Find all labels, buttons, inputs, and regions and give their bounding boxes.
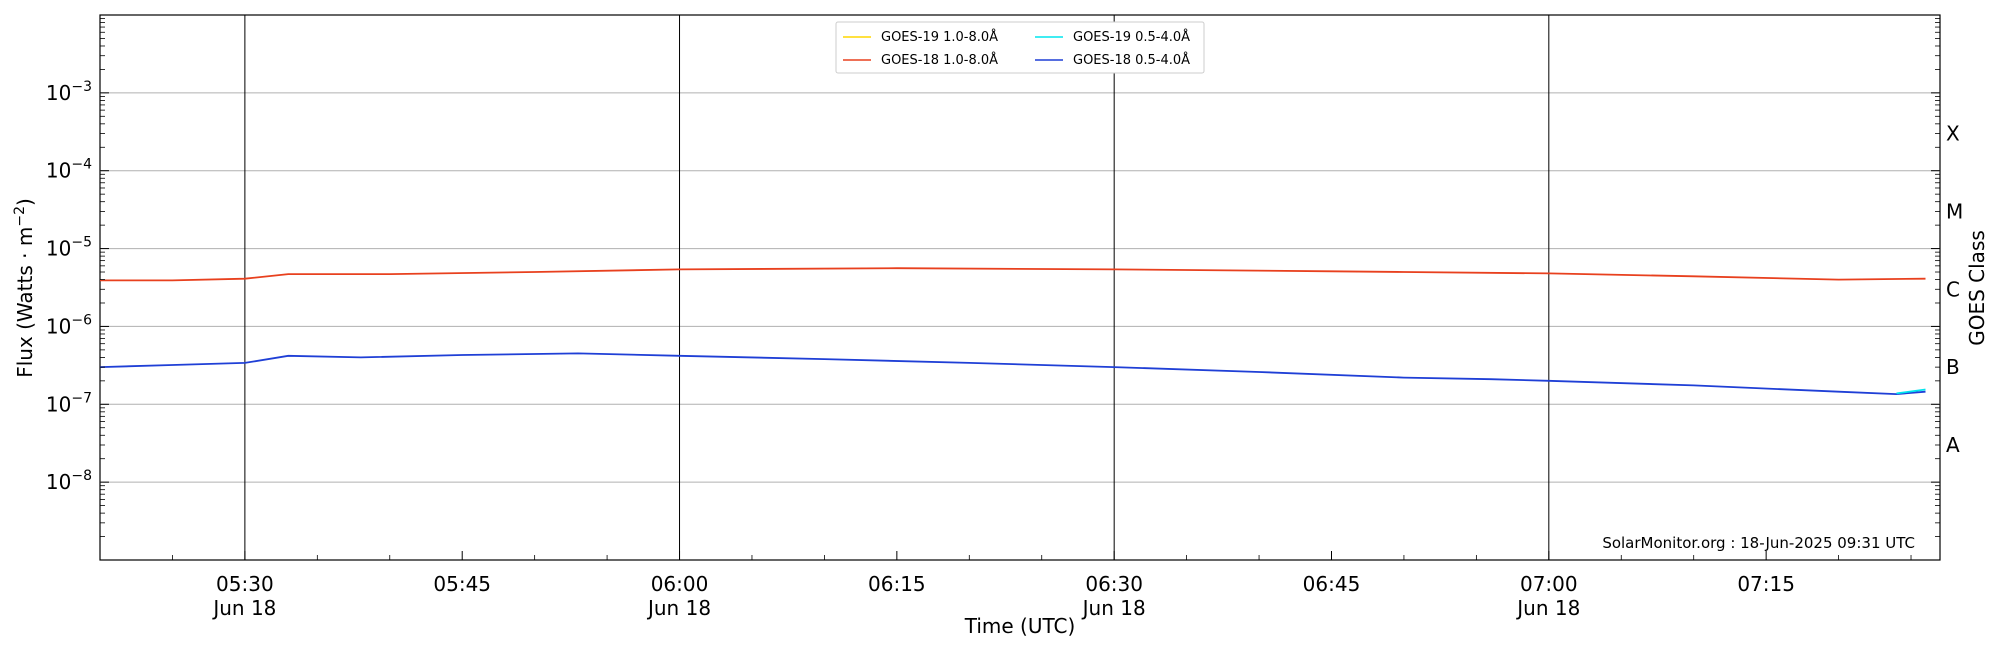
y-axis-title: Flux (Watts · m−2): [12, 198, 37, 378]
date-marker-lines: [244, 15, 1550, 560]
y-tick-label: 10−8: [46, 468, 92, 494]
series-line-goes-19-0-5-4-0: [1896, 388, 1926, 395]
plot-frame: [99, 14, 1941, 561]
x-tick-sublabel: Jun 18: [1081, 596, 1146, 620]
grid-lines: [100, 92, 1940, 483]
x-tick-sublabel: Jun 18: [646, 596, 711, 620]
y-tick-label: 10−5: [46, 235, 92, 261]
axis-ticks: [99, 18, 1940, 560]
y-tick-label: 10−4: [46, 157, 92, 183]
goes-class-label: C: [1946, 277, 1960, 301]
series-line-goes-18-0-5-4-0: [99, 352, 1926, 395]
x-tick-sublabel: Jun 18: [1515, 596, 1580, 620]
series-line-goes-18-1-0-8-0: [100, 267, 1926, 282]
goes-class-label: M: [1946, 199, 1963, 223]
goes-class-label: X: [1946, 122, 1960, 146]
x-axis-title: Time (UTC): [964, 614, 1076, 638]
x-tick-label: 07:15: [1737, 572, 1795, 596]
series-lines: [99, 267, 1926, 395]
legend-label-goes19-short: GOES-19 0.5-4.0Å: [1073, 29, 1190, 45]
legend-label-goes18-short: GOES-18 0.5-4.0Å: [1073, 52, 1190, 68]
legend: GOES-19 1.0-8.0Å GOES-19 0.5-4.0Å GOES-1…: [835, 21, 1205, 74]
x-tick-label: 07:00: [1520, 572, 1578, 596]
x-tick-label: 06:00: [651, 572, 709, 596]
y-tick-label: 10−7: [46, 390, 92, 416]
x-tick-label: 05:45: [433, 572, 491, 596]
x-tick-label: 05:30: [216, 572, 274, 596]
x-tick-label: 06:45: [1303, 572, 1361, 596]
goes-class-label: B: [1946, 355, 1960, 379]
y-tick-label: 10−6: [46, 312, 92, 338]
x-tick-label: 06:15: [868, 572, 926, 596]
y-tick-label: 10−3: [46, 79, 92, 105]
goes-class-label: A: [1946, 433, 1960, 457]
legend-label-goes19-long: GOES-19 1.0-8.0Å: [881, 29, 998, 45]
goes-class-axis-title: GOES Class: [1965, 230, 1989, 346]
credit-text: SolarMonitor.org : 18-Jun-2025 09:31 UTC: [1602, 534, 1915, 552]
legend-box: [835, 21, 1205, 74]
x-tick-label: 06:30: [1085, 572, 1143, 596]
legend-label-goes18-long: GOES-18 1.0-8.0Å: [881, 52, 998, 68]
x-tick-sublabel: Jun 18: [211, 596, 276, 620]
